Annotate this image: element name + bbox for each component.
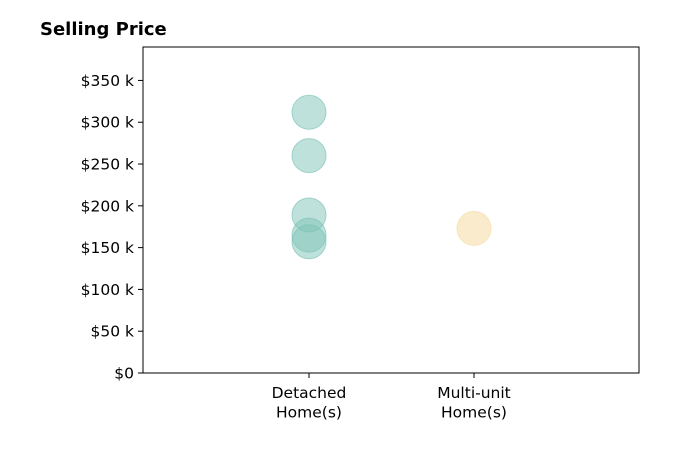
y-tick-label: $100 k (81, 281, 134, 299)
x-tick-label-line: Home(s) (441, 404, 507, 422)
y-tick-label: $150 k (81, 239, 134, 257)
data-point (291, 94, 327, 130)
data-point (291, 224, 327, 260)
x-tick-label: Multi-unit Home(s) (437, 384, 511, 422)
data-point (456, 210, 492, 246)
x-tick-label-line: Multi-unit (437, 384, 511, 402)
y-tick-label: $200 k (81, 197, 134, 215)
y-tick-label: $50 k (91, 323, 135, 341)
x-tick-label: Detached Home(s) (272, 384, 347, 422)
x-axis: Detached Home(s) Multi-unit Home(s) (272, 373, 511, 422)
y-axis: $0 $50 k $100 k $150 k $200 k $250 k $300 k $35… (81, 72, 143, 383)
x-tick-label-line: Home(s) (276, 404, 342, 422)
y-tick-label: $350 k (81, 72, 134, 90)
x-tick-label-line: Detached (272, 384, 347, 402)
data-point (291, 138, 327, 174)
data-points (291, 94, 492, 260)
y-tick-label: $300 k (81, 114, 134, 132)
y-tick-label: $0 (114, 365, 134, 383)
plot-area-frame (142, 46, 640, 374)
y-tick-label: $250 k (81, 156, 134, 174)
chart-title: Selling Price (40, 19, 167, 40)
